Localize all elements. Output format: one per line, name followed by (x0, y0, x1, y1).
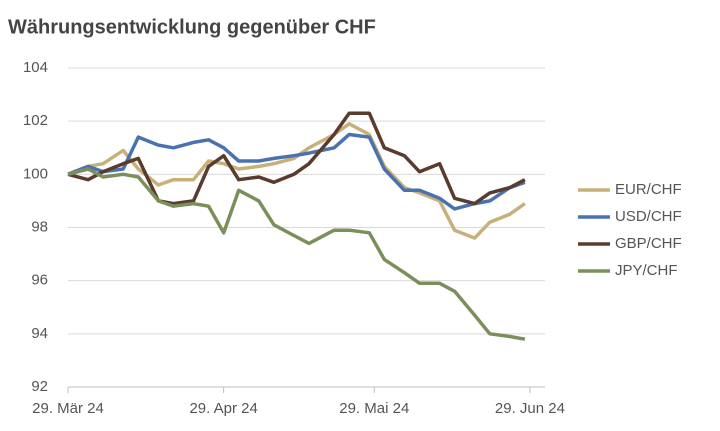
series-line (67, 111, 526, 206)
legend-label: EUR/CHF (615, 181, 682, 198)
x-tick-label: 29. Jun 24 (495, 400, 565, 417)
x-tick-label: 29. Mär 24 (32, 400, 104, 417)
y-tick-label: 94 (31, 325, 48, 342)
y-tick-label: 92 (31, 378, 48, 395)
x-tick-label: 29. Mai 24 (339, 400, 409, 417)
y-tick-label: 104 (23, 59, 48, 76)
chart-title: Währungsentwicklung gegenüber CHF (8, 16, 376, 38)
legend-label: GBP/CHF (615, 235, 682, 252)
y-tick-label: 96 (31, 272, 48, 289)
x-tick-label: 29. Apr 24 (189, 400, 257, 417)
y-tick-label: 100 (23, 165, 48, 182)
series-line (67, 167, 526, 341)
series-line (67, 132, 526, 211)
legend-label: JPY/CHF (615, 262, 678, 279)
legend-label: USD/CHF (615, 208, 682, 225)
y-tick-label: 102 (23, 112, 48, 129)
y-tick-label: 98 (31, 218, 48, 235)
